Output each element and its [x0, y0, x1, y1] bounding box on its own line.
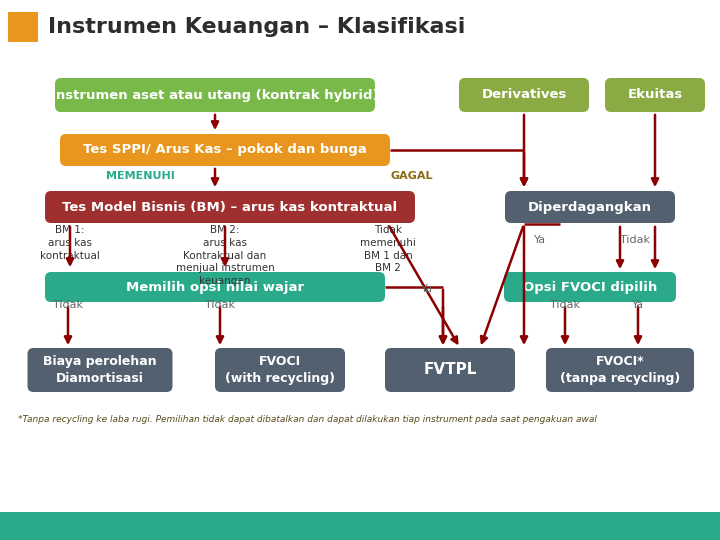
- Text: Tidak: Tidak: [205, 300, 235, 310]
- Text: Instrumen aset atau utang (kontrak hybrid): Instrumen aset atau utang (kontrak hybri…: [51, 89, 379, 102]
- FancyBboxPatch shape: [45, 191, 415, 223]
- FancyBboxPatch shape: [45, 272, 385, 302]
- Text: FVTPL: FVTPL: [423, 362, 477, 377]
- Text: Tidak: Tidak: [53, 300, 83, 310]
- Text: Tidak
memenuhi
BM 1 dan
BM 2: Tidak memenuhi BM 1 dan BM 2: [360, 225, 416, 273]
- FancyBboxPatch shape: [504, 272, 676, 302]
- FancyBboxPatch shape: [459, 78, 589, 112]
- Text: Ekuitas: Ekuitas: [627, 89, 683, 102]
- Text: Tidak: Tidak: [620, 235, 650, 245]
- Text: *Tanpa recycling ke laba rugi. Pemilihan tidak dapat dibatalkan dan dapat dilaku: *Tanpa recycling ke laba rugi. Pemilihan…: [18, 415, 597, 424]
- Text: Derivatives: Derivatives: [481, 89, 567, 102]
- Text: Memilih opsi nilai wajar: Memilih opsi nilai wajar: [126, 280, 304, 294]
- FancyBboxPatch shape: [505, 191, 675, 223]
- Text: Instrumen Keuangan – Klasifikasi: Instrumen Keuangan – Klasifikasi: [48, 17, 465, 37]
- Text: MEMENUHI: MEMENUHI: [106, 171, 174, 181]
- Text: Ya: Ya: [534, 235, 546, 245]
- Text: Tes SPPI/ Arus Kas – pokok dan bunga: Tes SPPI/ Arus Kas – pokok dan bunga: [83, 144, 367, 157]
- FancyBboxPatch shape: [8, 12, 38, 42]
- FancyBboxPatch shape: [55, 78, 375, 112]
- Text: Ya: Ya: [632, 300, 644, 310]
- Text: FVOCI
(with recycling): FVOCI (with recycling): [225, 355, 335, 385]
- FancyBboxPatch shape: [60, 134, 390, 166]
- Text: FVOCI*
(tanpa recycling): FVOCI* (tanpa recycling): [560, 355, 680, 385]
- Text: BM 2:
arus kas
Kontraktual dan
menjual instrumen
keuangan: BM 2: arus kas Kontraktual dan menjual i…: [176, 225, 274, 286]
- FancyBboxPatch shape: [27, 348, 173, 392]
- FancyBboxPatch shape: [385, 348, 515, 392]
- Text: Ya: Ya: [421, 284, 433, 294]
- FancyBboxPatch shape: [215, 348, 345, 392]
- Text: Opsi FVOCI dipilih: Opsi FVOCI dipilih: [523, 280, 657, 294]
- FancyBboxPatch shape: [546, 348, 694, 392]
- Text: Tidak: Tidak: [550, 300, 580, 310]
- FancyBboxPatch shape: [0, 512, 720, 540]
- Text: Tes Model Bisnis (BM) – arus kas kontraktual: Tes Model Bisnis (BM) – arus kas kontrak…: [63, 200, 397, 213]
- Text: BM 1:
arus kas
kontraktual: BM 1: arus kas kontraktual: [40, 225, 100, 261]
- FancyBboxPatch shape: [605, 78, 705, 112]
- Text: Diperdagangkan: Diperdagangkan: [528, 200, 652, 213]
- Text: GAGAL: GAGAL: [391, 171, 433, 181]
- Text: Biaya perolehan
Diamortisasi: Biaya perolehan Diamortisasi: [43, 355, 157, 385]
